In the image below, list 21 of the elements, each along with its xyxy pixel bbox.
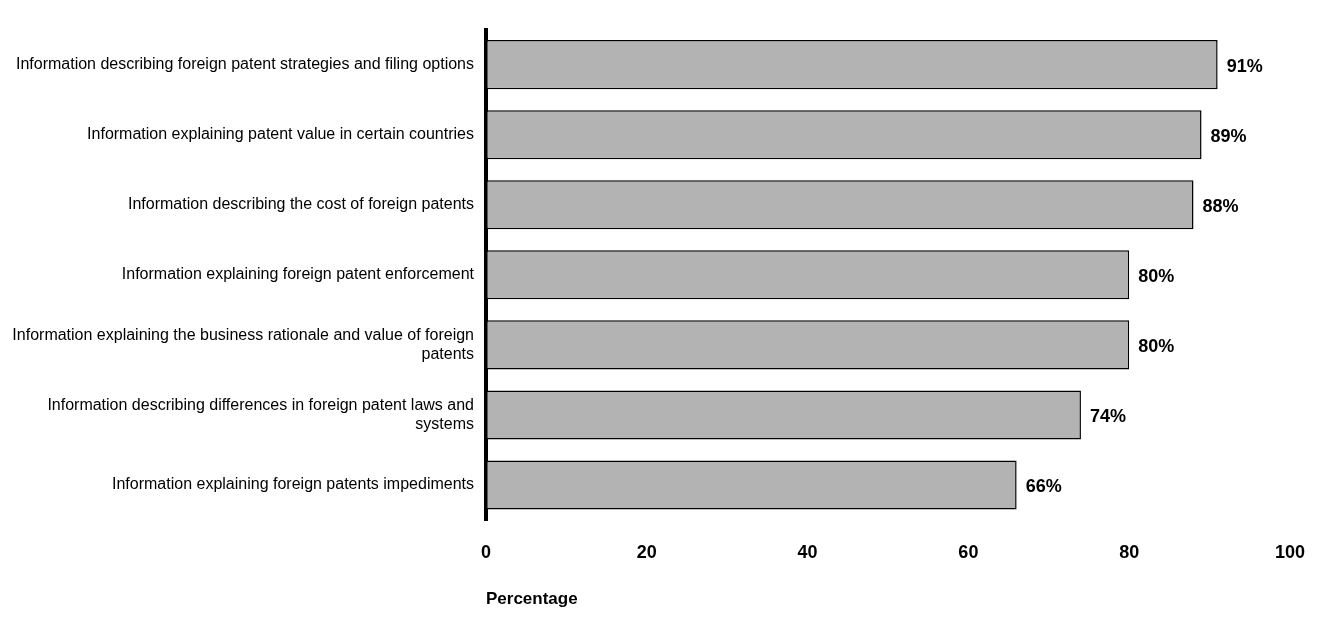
data-label: 80% [1138, 265, 1175, 286]
y-tick-label: Information describing the cost of foreign patents [128, 195, 474, 213]
y-tick-label: Information explaining patent value in certain countries [87, 125, 474, 143]
x-tick-label: 20 [636, 541, 657, 562]
x-tick-label: 100 [1274, 541, 1306, 562]
data-label: 80% [1138, 335, 1175, 356]
x-tick-label: 60 [958, 541, 979, 562]
y-tick-label: Information explaining foreign patent enforcement [121, 265, 475, 283]
data-label: 89% [1210, 125, 1247, 146]
y-tick-label: Information explaining foreign patents impediments [112, 475, 474, 493]
x-axis-title: Percentage [486, 589, 578, 609]
data-label: 91% [1226, 55, 1263, 76]
data-label: 88% [1202, 195, 1239, 216]
y-tick-label: Information explaining the business rationale and value of foreign patents [12, 325, 474, 362]
x-tick-label: 40 [797, 541, 818, 562]
y-tick-label: Information describing foreign patent strategies and filing options [15, 55, 474, 73]
y-tick-label: Information describing differences in foreign patent laws and systems [47, 395, 474, 432]
data-label: 74% [1089, 405, 1126, 426]
x-tick-label: 80 [1119, 541, 1140, 562]
data-label: 66% [1025, 475, 1062, 496]
x-tick-label: 0 [480, 541, 492, 562]
